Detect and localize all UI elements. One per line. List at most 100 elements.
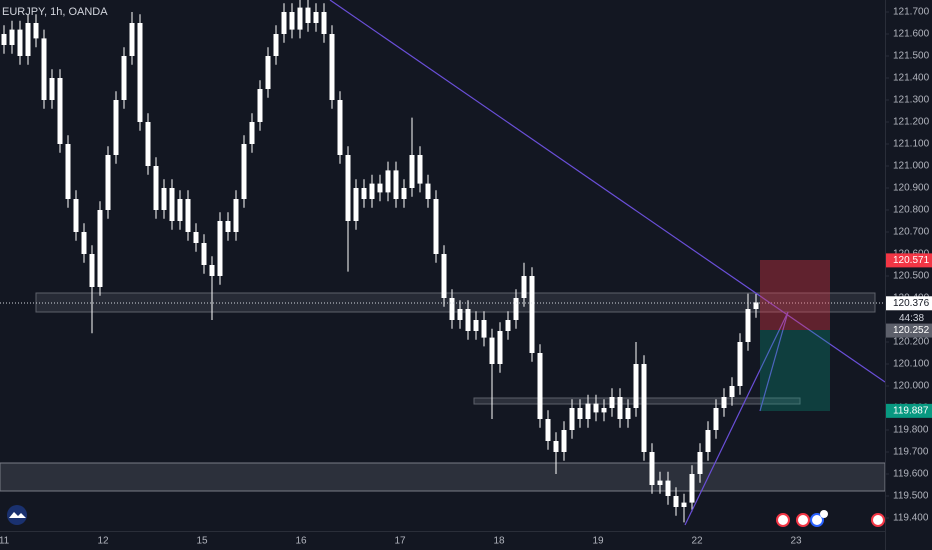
candle-body [145, 122, 151, 166]
y-tick-label: 120.900 [893, 183, 930, 194]
candle-body [665, 480, 671, 496]
candle-body [521, 276, 527, 298]
candle-body [625, 408, 631, 419]
candle-body [689, 474, 695, 503]
y-tick-label: 121.600 [893, 29, 930, 40]
y-tick-label: 121.000 [893, 161, 930, 172]
event[interactable] [810, 513, 824, 527]
candle-body [577, 408, 583, 419]
candle-body [585, 403, 591, 419]
trend-line [684, 311, 789, 526]
candle-body [185, 199, 191, 232]
price-tag [886, 253, 932, 268]
candle-body [265, 56, 271, 89]
candle-body [497, 331, 503, 364]
y-tick-label: 119.400 [893, 513, 929, 524]
price-tag-label: 120.252 [893, 325, 930, 336]
candle-body [553, 441, 559, 452]
candle-body [329, 34, 335, 100]
y-tick-label: 119.600 [893, 469, 929, 480]
y-tick-label: 121.400 [893, 73, 930, 84]
candle-body [505, 320, 511, 331]
candle-body [249, 122, 255, 144]
event[interactable] [776, 513, 790, 527]
candle-body [313, 12, 319, 23]
demand-zone [0, 462, 886, 492]
candle-body [561, 430, 567, 452]
candle-body [73, 199, 79, 232]
candle-body [81, 232, 87, 254]
candle-body [401, 188, 407, 199]
x-tick-label: 19 [592, 536, 604, 547]
candle-body [345, 155, 351, 221]
candle-body [89, 254, 95, 287]
candle-body [729, 386, 735, 397]
candle-body [225, 221, 231, 232]
candle-body [529, 276, 535, 353]
stop-zone [760, 260, 830, 330]
candle-body [33, 23, 39, 39]
candle-body [97, 210, 103, 287]
price-tag [886, 323, 932, 338]
chart-title: EURJPY, 1h, OANDA [2, 6, 108, 18]
candle-body [433, 199, 439, 254]
candle-body [57, 78, 63, 144]
candle-body [617, 397, 623, 419]
price-tag-label: 119.887 [893, 406, 929, 417]
x-tick-label: 16 [295, 536, 307, 547]
y-tick-label: 119.800 [893, 425, 929, 436]
candle-body [425, 183, 431, 199]
candle-body [257, 89, 263, 122]
event[interactable] [796, 513, 810, 527]
candle-body [337, 100, 343, 155]
candle-body [473, 320, 479, 331]
candle-body [721, 397, 727, 408]
candle-body [1, 34, 7, 45]
candle-body [745, 309, 751, 342]
event-badge [820, 510, 828, 518]
y-tick-label: 121.500 [893, 51, 930, 62]
candle-body [281, 12, 287, 34]
x-tick-label: 18 [493, 536, 505, 547]
candle-body [161, 188, 167, 210]
candle-body [441, 254, 447, 298]
candle-body [321, 12, 327, 34]
x-tick-label: 11 [0, 536, 10, 547]
candle-body [537, 353, 543, 419]
candle-body [201, 243, 207, 265]
candle-body [25, 23, 31, 56]
price-tag [886, 403, 932, 418]
y-tick-label: 121.100 [893, 139, 930, 150]
candle-body [569, 408, 575, 430]
event[interactable] [871, 513, 885, 527]
candle-body [457, 309, 463, 320]
candle-body [705, 430, 711, 452]
candle-body [657, 480, 663, 485]
y-tick-label: 120.200 [893, 337, 930, 348]
candle-body [697, 452, 703, 474]
candle-body [137, 23, 143, 122]
candle-body [737, 342, 743, 386]
countdown-label: 44:38 [899, 313, 924, 324]
candle-body [513, 298, 519, 320]
candle-body [713, 408, 719, 430]
price-tag [886, 296, 932, 311]
candle-body [217, 221, 223, 276]
overlay [0, 0, 886, 526]
y-tick-label: 120.000 [893, 381, 930, 392]
candle-body [449, 298, 455, 320]
price-tag-label: 120.571 [893, 255, 930, 266]
candle-body [169, 188, 175, 221]
x-tick-label: 12 [97, 536, 109, 547]
candle-body [41, 38, 47, 100]
candle-body [121, 56, 127, 100]
candle-body [289, 12, 295, 30]
y-tick-label: 119.700 [893, 447, 929, 458]
candle-body [601, 408, 607, 413]
y-tick-label: 120.800 [893, 205, 930, 216]
candle-body [49, 78, 55, 100]
candle-body [353, 188, 359, 221]
candle-body [481, 320, 487, 338]
